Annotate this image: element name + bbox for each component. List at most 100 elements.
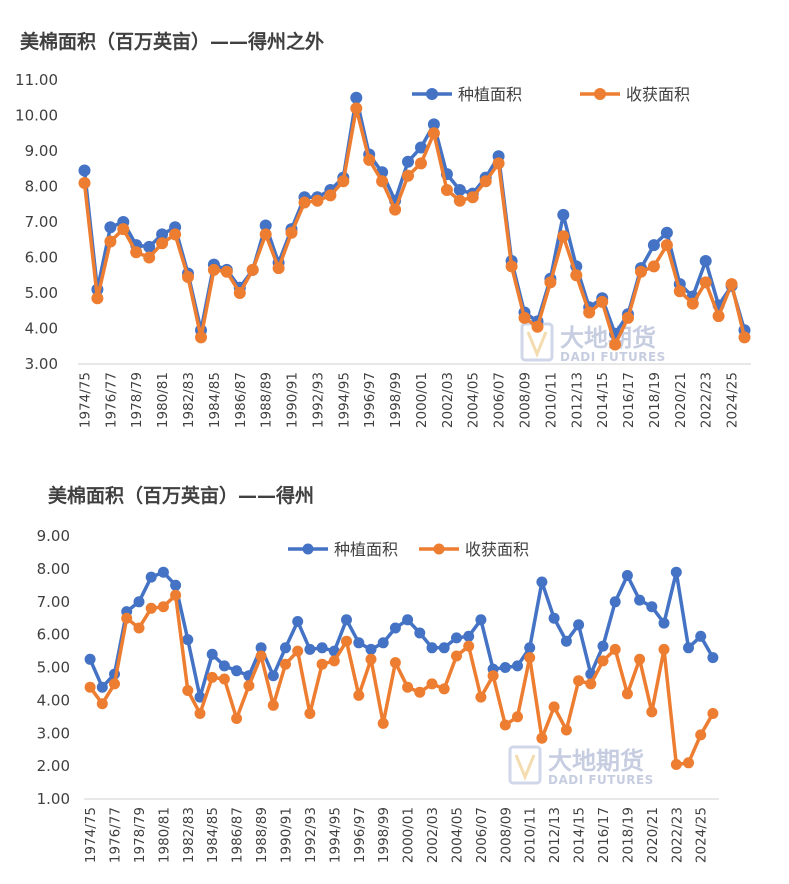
data-point (117, 223, 130, 236)
data-point (544, 276, 557, 289)
data-point (280, 642, 291, 654)
data-point (647, 239, 660, 252)
data-point (573, 675, 585, 687)
x-tick-label: 2022/23 (669, 807, 685, 863)
series-harvested (78, 102, 751, 351)
data-point (170, 579, 182, 591)
chart-title: 美棉面积（百万英亩）——得州之外 (20, 31, 325, 53)
chart-panel-outside-texas: 美棉面积（百万英亩）——得州之外 3.00 4.00 5.00 6.00 7.00 8.0… (15, 31, 751, 428)
x-tick-label: 1994/95 (336, 372, 352, 428)
data-point (292, 616, 304, 627)
data-point (646, 706, 658, 718)
data-point (635, 265, 647, 278)
data-point (402, 169, 414, 182)
series-harvested (84, 589, 719, 770)
data-point (560, 635, 572, 647)
watermark-subtitle: DADI FUTURES (548, 773, 654, 787)
data-point (438, 642, 450, 654)
data-point (377, 717, 389, 729)
x-tick-label: 1986/87 (233, 372, 249, 428)
data-point (145, 602, 157, 614)
x-tick-label: 1994/95 (327, 807, 343, 863)
x-tick-label: 2000/01 (414, 372, 430, 428)
data-point (560, 724, 572, 736)
data-point (143, 251, 156, 264)
data-point (304, 708, 316, 719)
legend-label: 收获面积 (465, 540, 529, 559)
data-point (194, 691, 206, 703)
x-tick-label: 2004/05 (466, 372, 482, 428)
data-point (414, 627, 426, 639)
legend-item: 种植面积 (412, 85, 522, 104)
x-tick-label: 2008/09 (498, 807, 514, 863)
data-point (426, 678, 438, 690)
data-point (512, 711, 523, 723)
data-point (353, 637, 365, 649)
data-point (156, 228, 169, 241)
legend-swatch-marker (433, 543, 445, 555)
data-point (143, 240, 156, 253)
x-tick-label: 2018/19 (620, 807, 636, 863)
data-point (707, 652, 719, 664)
data-point (596, 295, 609, 308)
y-tick-label: 3.00 (37, 724, 70, 742)
data-point (353, 689, 365, 701)
data-point (647, 260, 660, 273)
data-point (231, 713, 243, 724)
data-point (156, 237, 169, 250)
x-tick-label: 1974/75 (83, 807, 99, 863)
series-planted (84, 566, 719, 703)
data-point (440, 184, 453, 196)
y-tick-label: 4.00 (37, 691, 70, 709)
data-point (524, 652, 536, 664)
legend-item: 收获面积 (419, 540, 529, 559)
data-point (548, 701, 560, 713)
data-point (583, 306, 596, 319)
data-point (259, 219, 272, 232)
data-point (453, 194, 466, 207)
y-tick-label: 10.00 (15, 107, 58, 125)
x-tick-label: 2024/25 (694, 807, 710, 863)
x-tick-label: 2014/15 (572, 807, 588, 863)
data-point (415, 157, 427, 170)
data-point (475, 691, 487, 703)
legend-swatch-marker (426, 88, 438, 100)
data-point (91, 292, 104, 305)
data-point (699, 255, 712, 267)
data-point (84, 653, 96, 665)
data-point (130, 246, 143, 259)
data-point (402, 681, 414, 693)
watermark-mark (526, 331, 548, 358)
data-point (377, 637, 389, 649)
x-tick-label: 1982/83 (181, 807, 197, 863)
watermark-subtitle: DADI FUTURES (560, 350, 666, 364)
data-point (524, 642, 536, 654)
data-point (479, 175, 492, 188)
data-point (518, 311, 531, 324)
x-tick-label: 1976/77 (103, 372, 119, 428)
x-tick-label: 1990/91 (278, 807, 294, 863)
legend-item: 种植面积 (288, 540, 398, 559)
x-tick-label: 2020/21 (645, 807, 661, 863)
data-point (285, 226, 298, 239)
series-planted (78, 91, 751, 340)
data-point (402, 614, 414, 626)
data-point (170, 589, 182, 601)
data-point (341, 614, 352, 626)
data-point (182, 685, 194, 696)
data-point (316, 642, 328, 654)
data-point (104, 235, 117, 248)
x-tick-label: 2012/13 (547, 807, 563, 863)
data-point (536, 732, 548, 744)
watermark-mark (508, 745, 542, 785)
y-tick-label: 8.00 (25, 178, 58, 196)
data-point (466, 191, 479, 204)
data-point (280, 658, 291, 670)
data-point (231, 665, 243, 677)
data-point (609, 596, 621, 608)
data-point (96, 681, 108, 693)
data-point (573, 619, 585, 631)
data-point (328, 655, 340, 667)
y-tick-label: 2.00 (37, 757, 70, 775)
data-point (707, 708, 719, 719)
